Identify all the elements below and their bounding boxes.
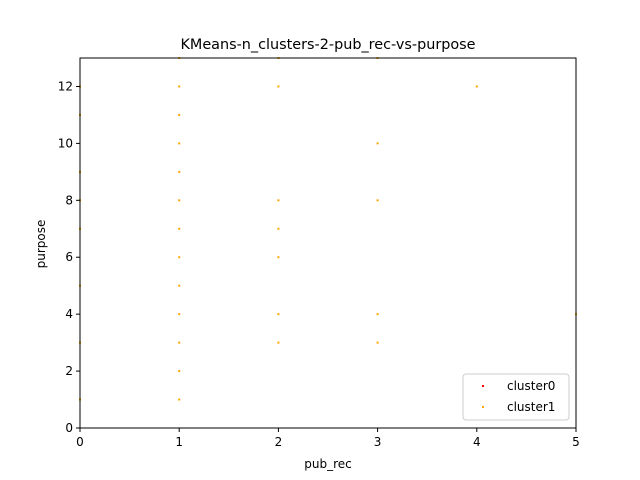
x-tick-label: 2 xyxy=(275,435,283,449)
data-point-cluster1 xyxy=(376,313,379,316)
legend-box xyxy=(462,373,570,421)
y-axis: 0 2 4 6 8 10 12 xyxy=(58,79,80,435)
y-axis-label: purpose xyxy=(34,220,48,269)
data-point-cluster1 xyxy=(277,199,280,202)
legend-marker-cluster0 xyxy=(482,385,484,387)
data-point-cluster1 xyxy=(178,113,181,116)
x-tick-label: 3 xyxy=(374,435,382,449)
legend: cluster0 cluster1 xyxy=(462,373,570,421)
data-point-cluster1 xyxy=(376,341,379,344)
data-point-cluster1 xyxy=(178,142,181,145)
data-point-cluster1 xyxy=(178,370,181,373)
x-axis: 0 1 2 3 4 5 xyxy=(76,428,580,449)
data-point-cluster1 xyxy=(178,256,181,259)
data-point-cluster1 xyxy=(277,256,280,259)
legend-marker-cluster1 xyxy=(482,406,484,408)
data-point-cluster1 xyxy=(178,199,181,202)
data-point-cluster1 xyxy=(376,142,379,145)
data-point-cluster1 xyxy=(277,85,280,88)
data-point-cluster1 xyxy=(178,170,181,173)
x-tick-label: 0 xyxy=(76,435,84,449)
x-tick-label: 4 xyxy=(473,435,481,449)
y-tick-label: 6 xyxy=(65,250,73,264)
data-point-cluster1 xyxy=(178,398,181,401)
data-point-cluster1 xyxy=(277,227,280,230)
x-tick-label: 5 xyxy=(572,435,580,449)
y-tick-label: 0 xyxy=(65,421,73,435)
data-point-cluster1 xyxy=(475,85,478,88)
data-point-cluster1 xyxy=(178,284,181,287)
data-point-cluster1 xyxy=(178,85,181,88)
legend-label-cluster1: cluster1 xyxy=(507,400,555,414)
chart-title: KMeans-n_clusters-2-pub_rec-vs-purpose xyxy=(180,37,475,53)
data-point-cluster1 xyxy=(178,313,181,316)
y-tick-label: 4 xyxy=(65,307,73,321)
data-point-cluster1 xyxy=(277,313,280,316)
y-tick-label: 12 xyxy=(58,79,73,93)
data-point-cluster1 xyxy=(277,341,280,344)
y-tick-label: 8 xyxy=(65,193,73,207)
y-tick-label: 10 xyxy=(58,136,73,150)
x-axis-label: pub_rec xyxy=(304,457,352,471)
plot-frame xyxy=(79,57,577,429)
x-tick-label: 1 xyxy=(175,435,183,449)
data-point-cluster1 xyxy=(178,341,181,344)
y-tick-label: 2 xyxy=(65,364,73,378)
data-point-cluster1 xyxy=(376,199,379,202)
data-point-cluster1 xyxy=(178,227,181,230)
legend-label-cluster0: cluster0 xyxy=(507,379,555,393)
